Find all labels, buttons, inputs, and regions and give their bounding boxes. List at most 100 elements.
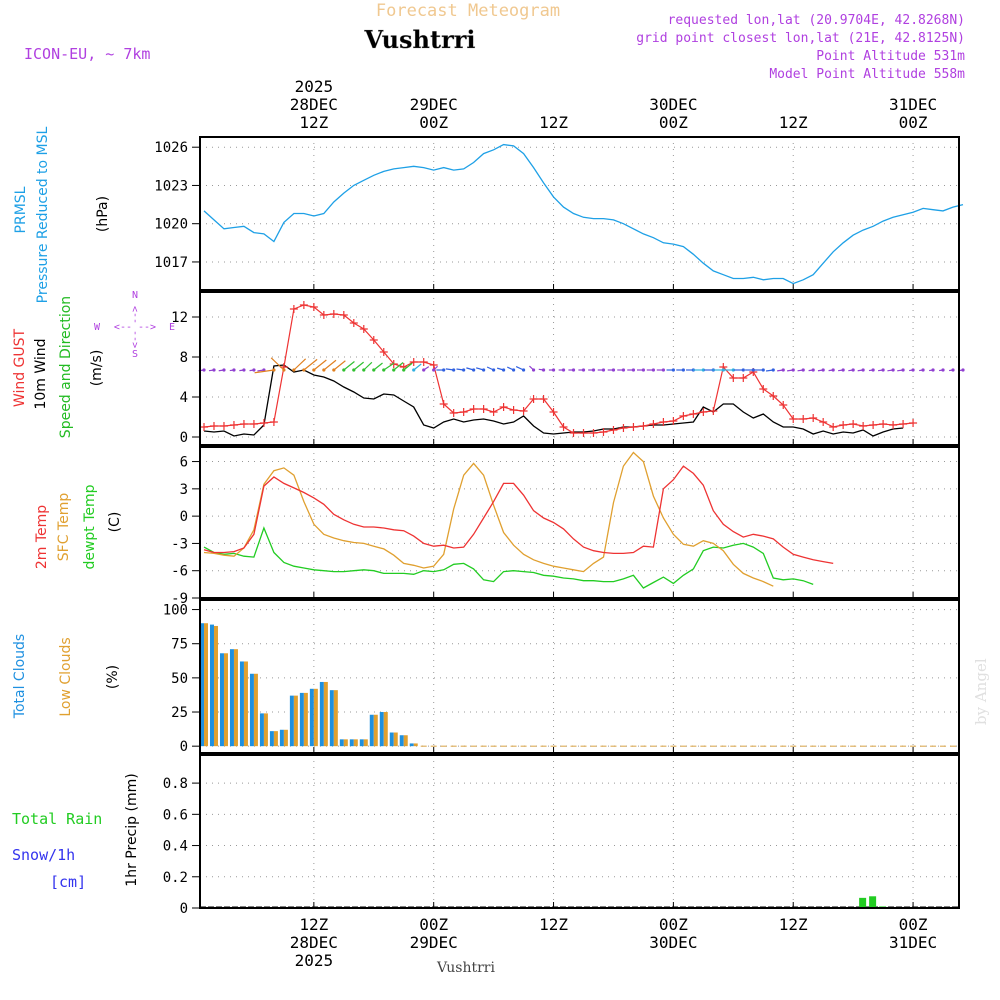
snow-label: Snow/1h	[12, 846, 75, 864]
gust-marker	[699, 408, 708, 416]
gust-marker	[669, 417, 678, 425]
gust-line	[203, 304, 914, 434]
gust-marker	[789, 415, 798, 423]
gust-marker	[759, 385, 768, 393]
wind-direction-head	[801, 368, 805, 372]
wind-direction-head	[591, 368, 596, 372]
gust-marker	[859, 422, 868, 430]
pressure-labels: PRMSL Pressure Reduced to MSL (hPa)	[13, 126, 111, 303]
wind-direction-arrow	[313, 359, 327, 371]
wind-direction-head	[202, 368, 206, 372]
temp-unit: (C)	[107, 512, 123, 533]
wind-direction-head	[442, 368, 446, 372]
gust-marker	[409, 358, 418, 366]
sfc-temp-line	[203, 451, 774, 587]
bottom-axis-label: 00Z	[899, 915, 928, 934]
dewpoint-line	[203, 526, 814, 589]
wind-direction-head	[961, 368, 965, 372]
wind-direction-head	[751, 368, 755, 372]
total-cloud-bar	[349, 739, 354, 747]
gust-marker	[869, 421, 878, 429]
temperature-panel: 2m Temp SFC Temp dewpt Temp (C) -9 -6 -3 0 3…	[34, 446, 960, 607]
gust-marker	[679, 412, 688, 420]
precip-ytick-label: 0.8	[163, 776, 188, 792]
pressure-panel: PRMSL Pressure Reduced to MSL (hPa) 1017…	[13, 126, 964, 303]
location-title: Vushtrri	[364, 25, 476, 54]
point-altitude: Point Altitude 531m	[816, 49, 965, 64]
t2m-label: 2m Temp	[34, 505, 50, 569]
wind-direction-head	[851, 368, 855, 372]
model-altitude: Model Point Altitude 558m	[769, 67, 965, 82]
total-cloud-bar	[269, 731, 274, 747]
wind-direction-head	[951, 368, 955, 372]
wind-direction-head	[831, 368, 835, 372]
clouds-unit: (%)	[105, 665, 121, 689]
bottom-axis-label: 12Z	[539, 915, 568, 934]
gust-marker	[819, 418, 828, 426]
total-cloud-bar	[249, 673, 254, 747]
gust-marker	[769, 392, 778, 400]
total-cloud-bar	[379, 712, 384, 747]
wind-direction-arrow	[323, 359, 337, 371]
precip-ytick-label: 0.6	[163, 807, 188, 823]
bottom-axis-label: 31DEC	[889, 933, 937, 952]
gust-marker	[849, 420, 858, 428]
wind-direction-head	[741, 368, 745, 372]
wind-direction-head	[282, 368, 286, 372]
total-cloud-bar	[259, 713, 264, 747]
wind-direction-head	[641, 368, 646, 372]
pressure-ytick-label: 1017	[154, 255, 188, 271]
total-cloud-bar	[299, 692, 304, 747]
wind-direction-head	[242, 368, 246, 372]
wind-direction-head	[681, 368, 685, 372]
bottom-axis-label: 30DEC	[649, 933, 697, 952]
wind-direction-head	[841, 368, 845, 372]
gust-marker	[249, 420, 258, 428]
top-axis-label: 2025	[295, 77, 334, 96]
wind-direction-head	[781, 368, 785, 372]
gust-marker	[629, 423, 638, 431]
requested-coords: requested lon,lat (20.9704E, 42.8268N)	[668, 13, 965, 28]
gust-marker	[599, 428, 608, 436]
wind-direction-head	[472, 368, 476, 372]
clouds-ytick-label: 0	[180, 739, 188, 755]
wind-direction-head	[412, 368, 416, 372]
wind-direction-head	[452, 368, 456, 372]
wind-direction-head	[551, 368, 556, 372]
wind-direction-arrow	[403, 362, 413, 371]
gust-marker	[499, 403, 508, 411]
low-cloud-bar	[253, 673, 258, 747]
gust-marker	[639, 422, 648, 430]
gust-marker	[299, 301, 308, 309]
wind-direction-head	[941, 368, 945, 372]
gust-marker	[229, 421, 238, 429]
wind-direction-arrow	[303, 358, 318, 371]
gust-marker	[349, 319, 358, 327]
bottom-axis-label: 12Z	[779, 915, 808, 934]
pressure-ytick-label: 1020	[154, 217, 188, 233]
low-cloud-bar	[373, 714, 378, 747]
wind-direction-head	[312, 368, 316, 372]
total-cloud-bar	[219, 653, 224, 747]
temperature-ytick-label: -3	[171, 536, 188, 552]
gust-marker	[559, 423, 568, 431]
clouds-ytick-label: 100	[163, 603, 188, 619]
wind-direction-head	[322, 368, 326, 372]
wind-ytick-label: 12	[171, 310, 188, 326]
wind-direction-head	[701, 368, 705, 372]
total-cloud-bar	[409, 743, 414, 747]
total-cloud-bar	[289, 695, 294, 747]
wind10m-line	[203, 364, 904, 437]
wind10m-label: 10m Wind	[33, 338, 49, 409]
gust-marker	[369, 336, 378, 344]
compass-s: S	[132, 349, 138, 360]
total-cloud-bar	[359, 739, 364, 747]
bottom-axis-label: 00Z	[419, 915, 448, 934]
temperature-ytick-label: 0	[180, 509, 188, 525]
temperature-labels: 2m Temp SFC Temp dewpt Temp (C)	[34, 484, 123, 569]
clouds-frame	[199, 599, 960, 754]
pressure-frame	[199, 136, 960, 291]
gust-marker	[569, 429, 578, 437]
